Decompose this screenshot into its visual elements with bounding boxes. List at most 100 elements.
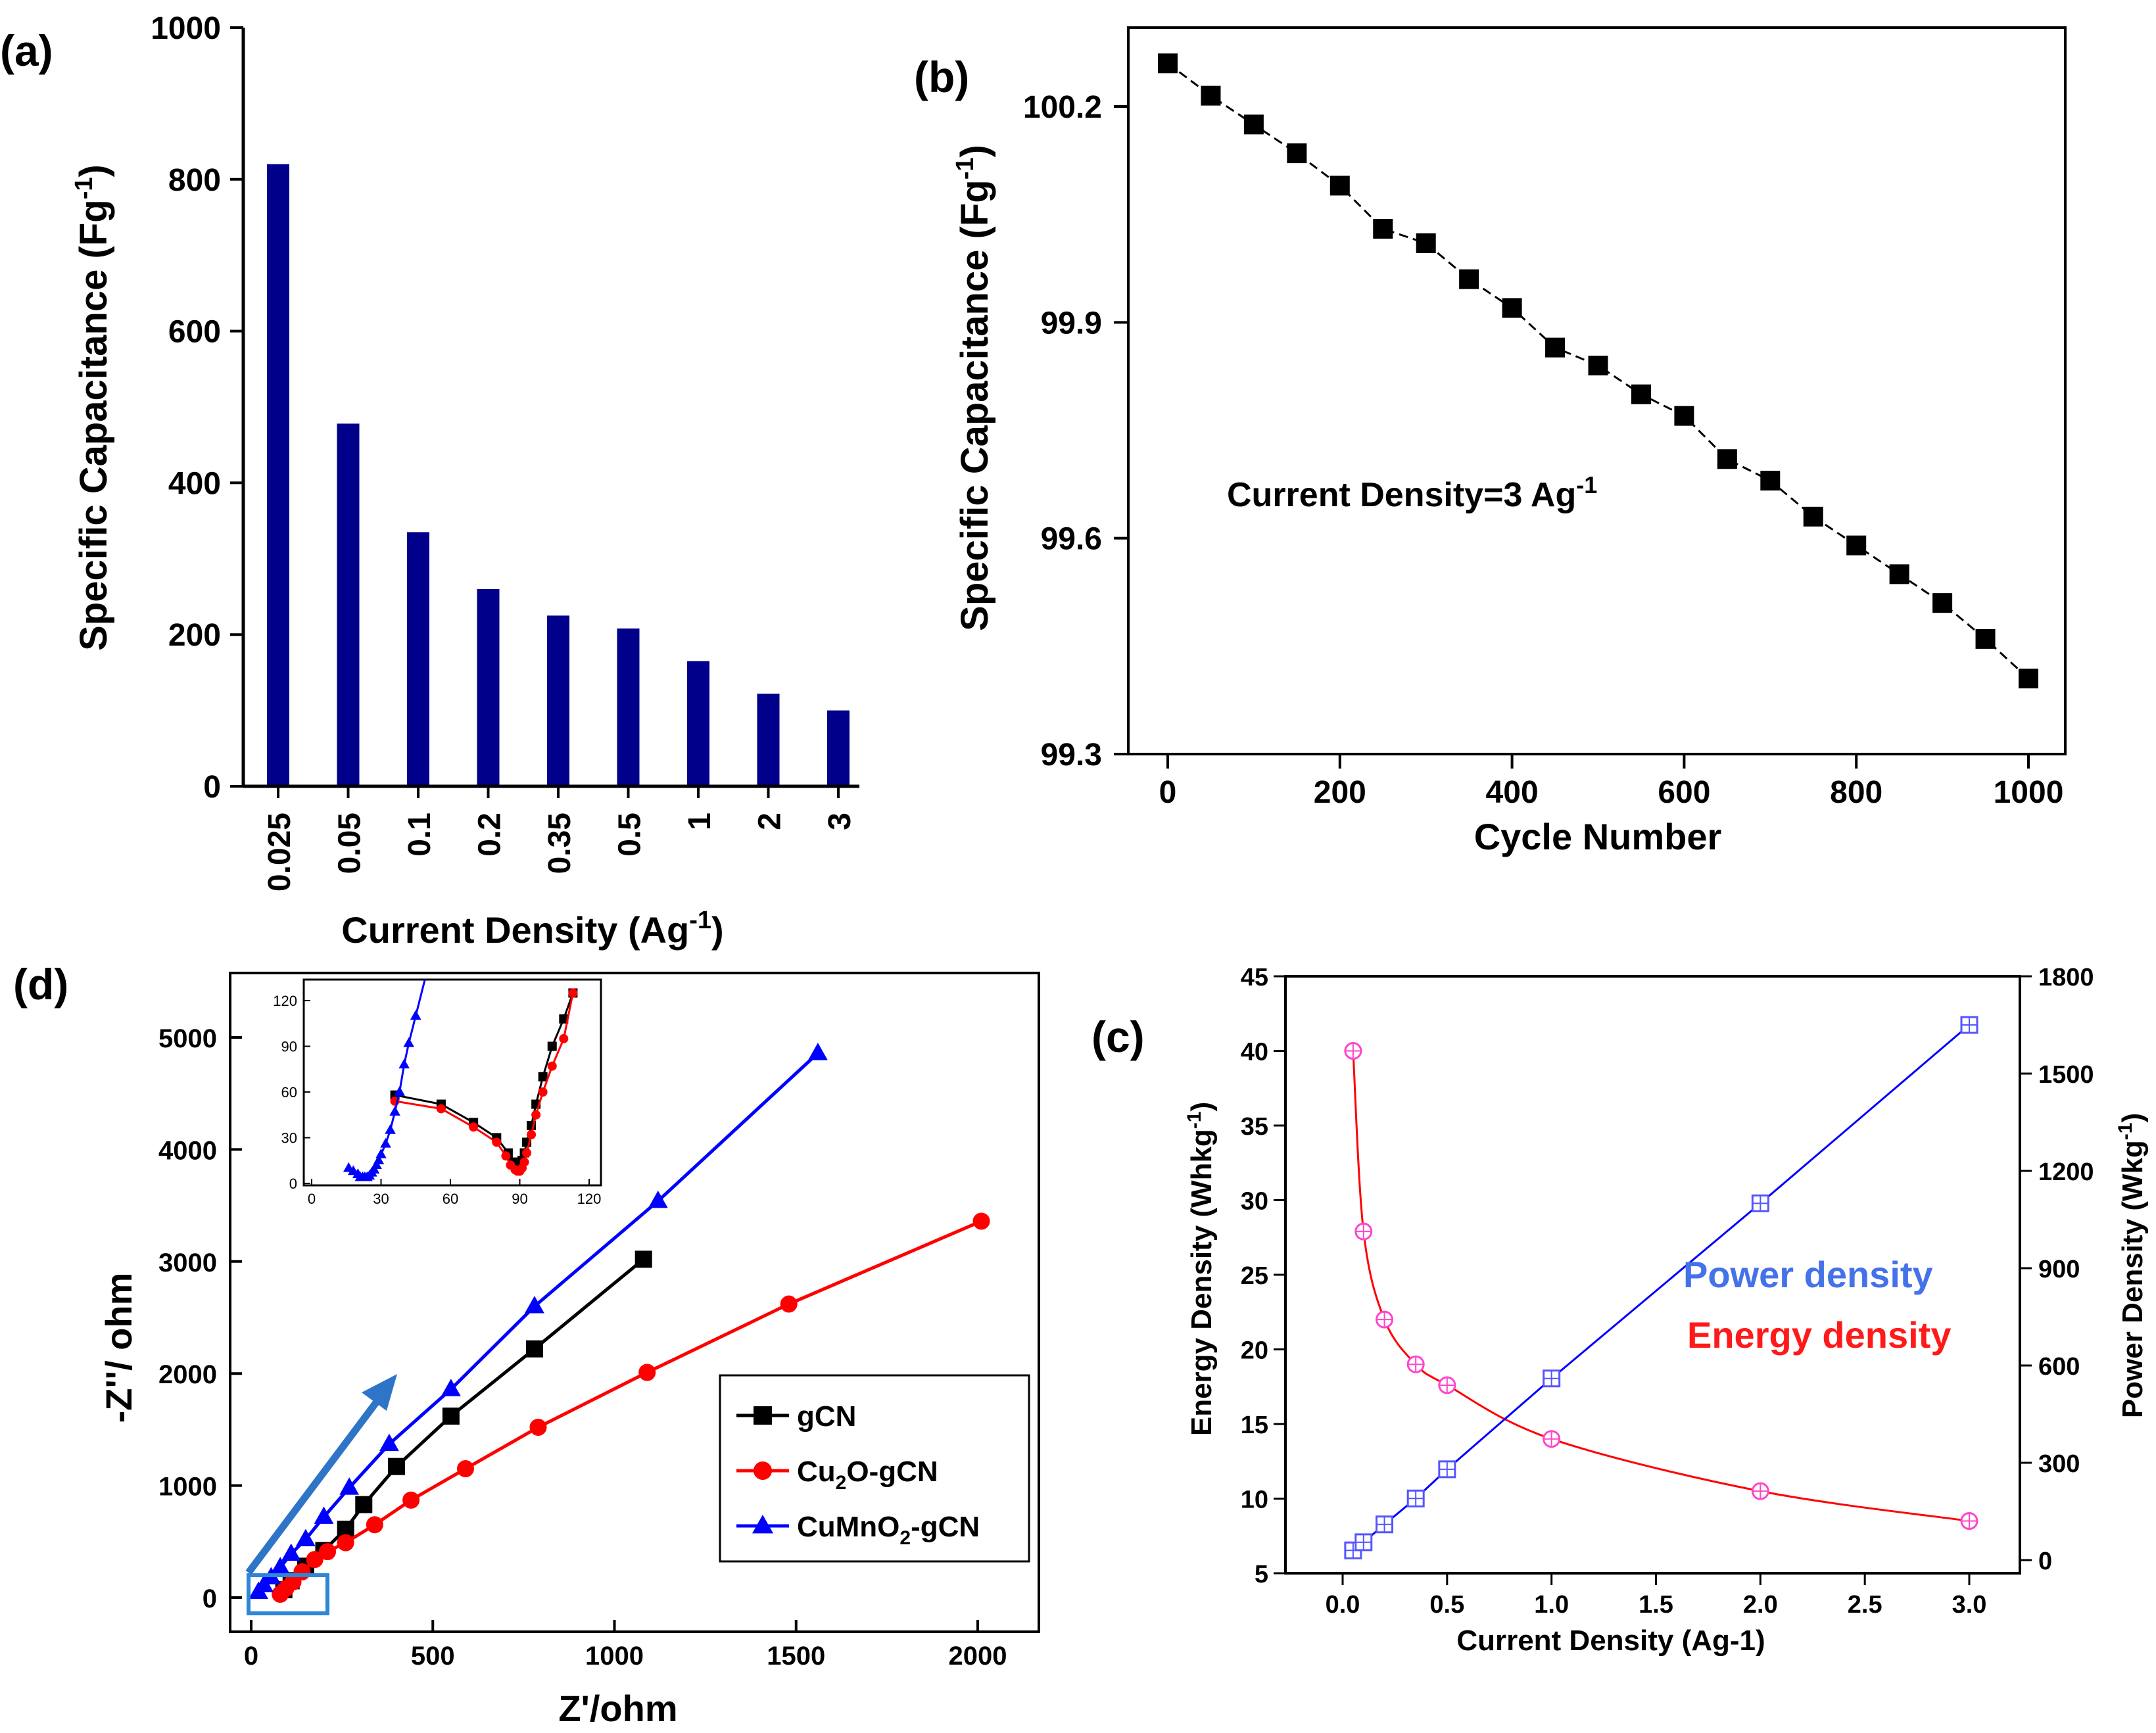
legend-label-part: gCN [797, 1400, 856, 1433]
panel-a-y-title-end: ) [72, 164, 115, 177]
panel-c-x-title-text: Current Density (Ag-1) [1456, 1625, 1765, 1657]
legend-marker-gCN [754, 1406, 772, 1425]
panel-b-y-title-main: Specific Capacitance (Fg [953, 179, 996, 631]
point-CuMnO2-gCN-11 [648, 1190, 668, 1208]
panel-b-annotation-sup: -1 [1576, 471, 1597, 498]
y-tick-label-400: 400 [168, 466, 221, 501]
inset-point-CuMnO2-gCN-19 [410, 1010, 421, 1020]
panel-a-bars [267, 164, 850, 787]
point-550 [1631, 384, 1651, 404]
panel-c-left-title-end: ) [1186, 1102, 1218, 1112]
inset-point-Cu2O-gCN-17 [568, 988, 578, 998]
inset-point-Cu2O-gCN-16 [559, 1033, 569, 1043]
panel-a-x-title-main: Current Density (Ag [341, 909, 689, 951]
x-tick-label-0.35: 0.35 [542, 813, 577, 874]
point-gCN-6 [388, 1458, 405, 1475]
inset-point-CuMnO2-gCN-15 [389, 1106, 400, 1116]
panel-d-plot-frame [229, 972, 1040, 1633]
left-y-tick-label-40: 40 [1241, 1039, 1268, 1066]
point-CuMnO2-gCN-9 [441, 1379, 461, 1396]
legend-label-part: -gCN [911, 1511, 980, 1543]
panel-c-left-y-ticks: 5 10 15 20 25 30 35 40 45 [1241, 964, 1285, 1588]
right-y-tick-label-1500: 1500 [2038, 1061, 2094, 1089]
inset-x-tick-label-0: 0 [308, 1191, 316, 1207]
inset-x-tick-label-60: 60 [443, 1191, 458, 1207]
left-y-tick-label-30: 30 [1241, 1188, 1268, 1216]
point-Cu2O-gCN-7 [366, 1516, 383, 1534]
y-tick-label-100.2: 100.2 [1023, 90, 1102, 125]
x-tick-label-2.5: 2.5 [1848, 1591, 1882, 1619]
right-y-tick-label-900: 900 [2038, 1256, 2080, 1283]
x-tick-label-2.0: 2.0 [1743, 1591, 1778, 1619]
panel-c-right-title-main: Power Density (Wkg [2117, 1140, 2149, 1418]
inset-x-tick-label-90: 90 [512, 1191, 527, 1207]
point-Cu2O-gCN-12 [780, 1295, 798, 1313]
point-Cu2O-gCN-9 [456, 1460, 474, 1478]
panel-c-x-axis-title: Current Density (Ag-1) [1456, 1625, 1765, 1657]
inset-point-Cu2O-gCN-14 [538, 1087, 548, 1097]
right-y-tick-label-0: 0 [2038, 1548, 2052, 1575]
right-y-tick-label-1800: 1800 [2038, 964, 2094, 991]
legend-label-part: 2 [836, 1472, 847, 1494]
panel-c-right-title-end: ) [2117, 1113, 2149, 1123]
inset-x-tick-label-30: 30 [373, 1191, 389, 1207]
inset-point-Cu2O-gCN-12 [527, 1129, 537, 1139]
panel-d-x-axis-title: Z'/ohm [558, 1688, 677, 1729]
y-tick-label-0: 0 [203, 770, 221, 805]
x-tick-label-400: 400 [1486, 775, 1539, 810]
y-tick-label-800: 800 [168, 163, 221, 198]
point-900 [1932, 593, 1953, 613]
x-tick-label-200: 200 [1314, 775, 1366, 810]
inset-point-Cu2O-gCN-3 [492, 1137, 502, 1147]
inset-point-CuMnO2-gCN-16 [394, 1086, 405, 1096]
inset-point-CuMnO2-gCN-9 [368, 1164, 380, 1174]
panel-c-right-title-sup: -1 [2115, 1123, 2136, 1141]
legend-label-part: CuMnO [797, 1511, 899, 1543]
point-400 [1502, 298, 1522, 318]
bar-0.1 [407, 532, 429, 786]
point-CuMnO2-gCN-12 [807, 1043, 828, 1060]
x-tick-label-0.5: 0.5 [613, 813, 648, 857]
x-tick-label-1000: 1000 [1994, 775, 2064, 810]
point-CuMnO2-gCN-4 [281, 1543, 301, 1561]
legend-label-gCN: gCN [797, 1400, 856, 1433]
inset-point-CuMnO2-gCN-14 [385, 1124, 396, 1134]
y-tick-label-99.6: 99.6 [1041, 522, 1102, 557]
point-350 [1459, 269, 1479, 289]
y-tick-label-99.9: 99.9 [1041, 306, 1102, 341]
panel-c-legend-power: Power density [1683, 1254, 1933, 1295]
point-500 [1588, 356, 1608, 375]
right-y-tick-label-600: 600 [2038, 1353, 2080, 1381]
bar-0.05 [337, 423, 360, 786]
legend-label-part: 2 [899, 1527, 911, 1549]
panel-c: (c) 5 10 15 20 25 30 35 40 45 0 300 600 900 1200 1500… [1091, 964, 2149, 1657]
panel-d-x-ticks: 0 500 1000 1500 2000 [244, 1620, 1007, 1671]
panel-a: (a) 0 200 400 600 800 1000 0.025 0.05 0.1 0.2 0.3… [0, 11, 859, 951]
y-tick-label-0: 0 [203, 1584, 217, 1613]
y-tick-label-1000: 1000 [158, 1473, 217, 1502]
x-tick-label-1000: 1000 [585, 1642, 644, 1671]
point-850 [1889, 564, 1909, 584]
inset-series [343, 980, 578, 1181]
inset-point-CuMnO2-gCN-17 [398, 1058, 410, 1069]
legend-marker-CuMnO2-gCN [752, 1515, 774, 1534]
panel-a-y-ticks: 0 200 400 600 800 1000 [151, 11, 243, 805]
panel-c-x-ticks: 0.0 0.5 1.0 1.5 2.0 2.5 3.0 [1326, 1573, 1987, 1619]
point-Cu2O-gCN-13 [972, 1212, 990, 1230]
panel-c-label: (c) [1091, 1012, 1145, 1061]
panel-a-x-title-sup: -1 [689, 907, 711, 934]
panel-d-zoom-arrowhead-icon [362, 1374, 397, 1411]
point-Cu2O-gCN-8 [402, 1491, 420, 1509]
x-tick-label-0.05: 0.05 [333, 813, 368, 874]
legend-label-part: O-gCN [846, 1456, 938, 1488]
panel-d-inset-frame [302, 978, 602, 1187]
point-200 [1330, 176, 1350, 196]
x-tick-label-3.0: 3.0 [1952, 1591, 1987, 1619]
point-Cu2O-gCN-6 [337, 1534, 354, 1552]
point-Cu2O-gCN-4 [306, 1551, 323, 1569]
point-100 [1243, 114, 1264, 135]
inset-point-CuMnO2-gCN-13 [380, 1137, 391, 1148]
